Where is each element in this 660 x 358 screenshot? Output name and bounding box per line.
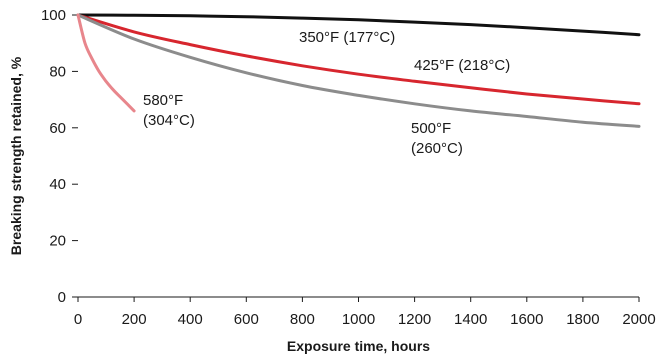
label-500f-line: 500°F: [411, 120, 451, 137]
label-500f: 500°F (260°C): [411, 120, 463, 157]
x-tick-label: 1600: [510, 311, 543, 328]
x-tick-label: 600: [234, 311, 259, 328]
y-axis-ticks: 0 20 40 60 80 100: [41, 7, 78, 306]
x-tick-label: 2000: [622, 311, 655, 328]
label-425f: 425°F (218°C): [414, 57, 510, 74]
series-line-350f: [76, 13, 641, 37]
x-tick-label: 1000: [342, 311, 375, 328]
x-tick-label: 0: [74, 311, 82, 328]
series-labels: 350°F (177°C) 425°F (218°C) 500°F (260°C) 58…: [143, 29, 510, 157]
label-580f: 580°F (304°C): [143, 92, 195, 129]
y-tick-label: 40: [49, 176, 66, 193]
label-350f: 350°F (177°C): [299, 29, 395, 46]
y-tick-label: 20: [49, 233, 66, 250]
y-tick-label: 60: [49, 120, 66, 137]
y-axis-title: Breaking strength retained, %: [8, 56, 24, 255]
x-tick-label: 1200: [398, 311, 431, 328]
series-lines: [76, 13, 641, 128]
y-tick-label: 80: [49, 63, 66, 80]
y-tick-label: 100: [41, 7, 66, 24]
x-axis-title: Exposure time, hours: [287, 338, 430, 354]
label-580f-line: 580°F: [143, 92, 183, 109]
x-tick-label: 800: [290, 311, 315, 328]
x-tick-label: 400: [178, 311, 203, 328]
y-tick-label: 0: [58, 289, 66, 306]
label-425f-line: 425°F (218°C): [414, 57, 510, 74]
x-tick-label: 1400: [454, 311, 487, 328]
x-tick-label: 200: [122, 311, 147, 328]
series-line-500f: [76, 13, 641, 128]
x-axis-ticks: 0 200 400 600 800 1000 1200 1400 1600 1800 2000: [74, 297, 656, 328]
series-line-580f: [76, 13, 136, 113]
x-tick-label: 1800: [566, 311, 599, 328]
label-500f-line: (260°C): [411, 140, 463, 157]
label-580f-line: (304°C): [143, 112, 195, 129]
label-350f-line: 350°F (177°C): [299, 29, 395, 46]
series-line-425f: [76, 13, 641, 106]
